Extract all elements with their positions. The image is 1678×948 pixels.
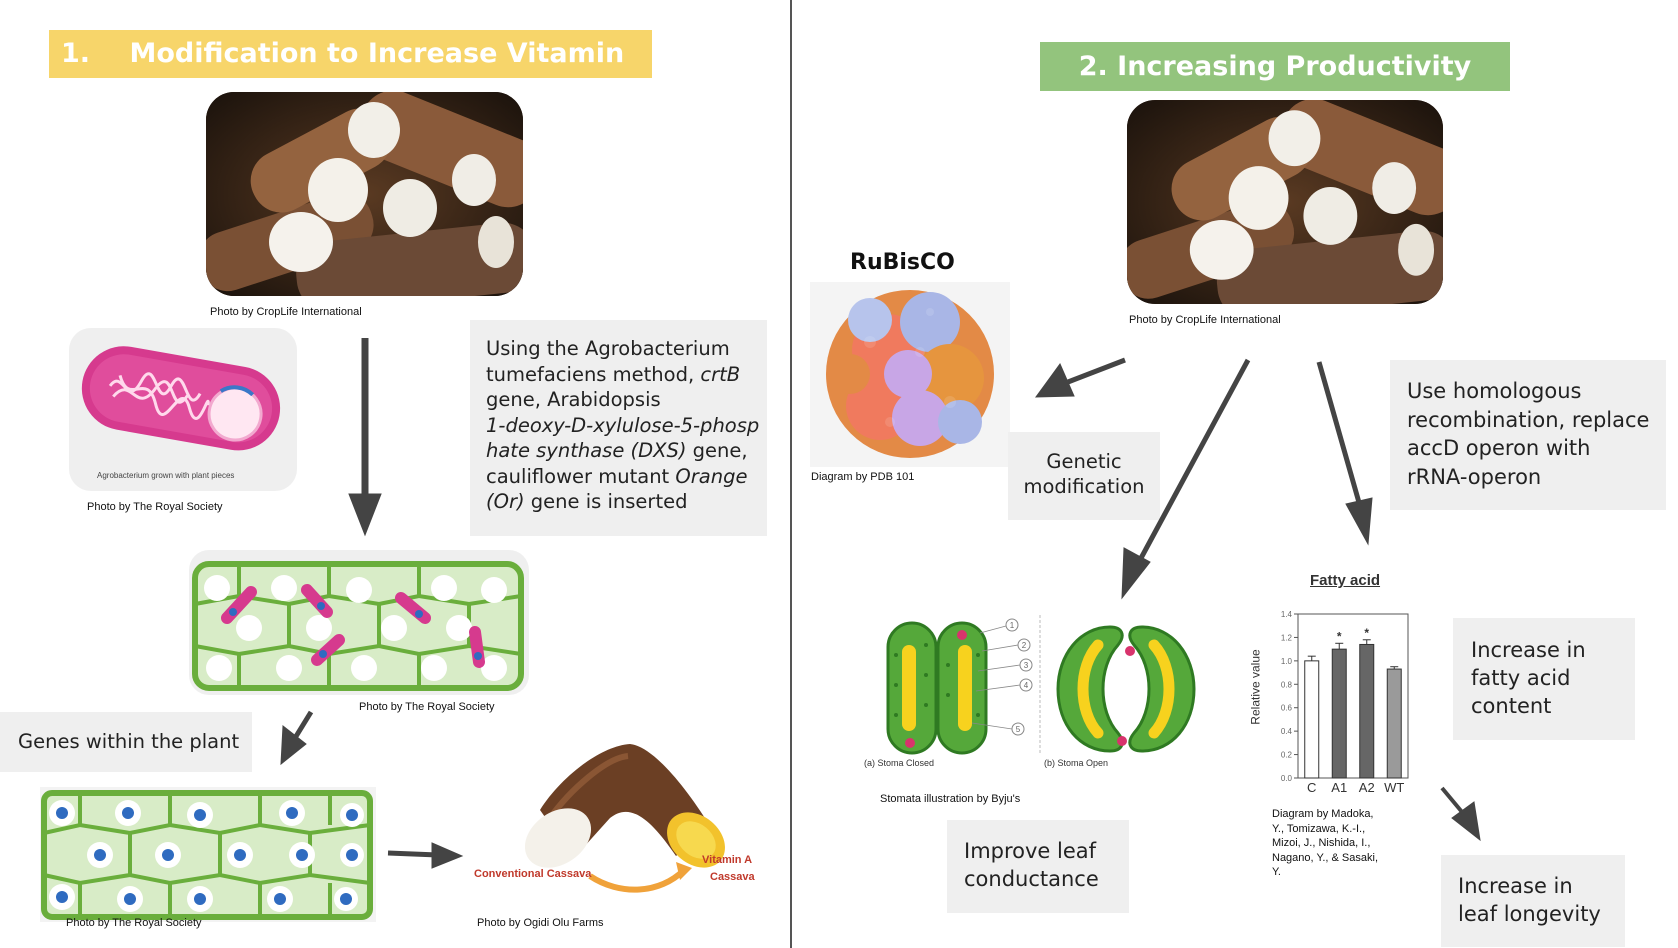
stomata-illustration: 1 2 3 4 5 (a) Stoma Closed (b) Stoma Ope… (860, 615, 1220, 775)
rubisco-caption: Diagram by PDB 101 (811, 471, 915, 483)
genes-within-plant-box: Genes within the plant (0, 712, 252, 772)
significance-mark-a2: * (1364, 626, 1369, 640)
x-tick-label-c: C (1307, 780, 1316, 795)
rubisco-title: RuBisCO (850, 250, 955, 275)
plant-cells-modified-caption: Photo by The Royal Society (66, 917, 202, 929)
panel-divider (790, 0, 792, 948)
vitamin-a-cassava-image: Conventional Cassava Vitamin A Cassava (470, 738, 780, 898)
method-line-6: cauliflower mutant Orange (486, 464, 748, 488)
x-tick-label-wt: WT (1384, 780, 1404, 795)
stomata-label-2: 2 (1022, 641, 1027, 650)
vitamin-a-cassava-label-2: Cassava (710, 871, 755, 883)
method-line-5: hate synthase (DXS) gene, (486, 439, 748, 462)
agrobacterium-image: Agrobacterium grown with plant pieces (69, 328, 297, 491)
x-tick-label-a1: A1 (1331, 780, 1347, 795)
y-tick-label: 0.2 (1281, 751, 1293, 760)
y-tick-label: 0.8 (1281, 680, 1293, 689)
y-tick-label: 1.4 (1281, 610, 1293, 619)
method-line-2: tumefaciens method, crtB (486, 362, 741, 386)
stomata-caption: Stomata illustration by Byju's (880, 793, 1021, 805)
increase-fatty-acid-box: Increase in fatty acid content (1453, 618, 1635, 740)
fatty-acid-chart: Fatty acid Relative value 0.0 0.2 0.4 0.6 0.… (1249, 570, 1420, 795)
stoma-open-label: (b) Stoma Open (1044, 758, 1109, 768)
y-tick-label: 1.0 (1281, 657, 1293, 666)
x-tick-label-a2: A2 (1359, 780, 1375, 795)
y-tick-label: 1.2 (1281, 633, 1293, 642)
rubisco-diagram (810, 282, 1010, 467)
y-tick-label: 0.0 (1281, 774, 1293, 783)
left-section-title: 1. Modification to Increase Vitamin A (49, 30, 652, 117)
chart-title: Fatty acid (1310, 572, 1381, 589)
left-title-number: 1. (61, 38, 91, 69)
improve-leaf-conductance-box: Improve leaf conductance (947, 820, 1129, 913)
insertion-method-box: Using the Agrobacterium tumefaciens meth… (470, 320, 767, 536)
left-arrows (280, 338, 464, 869)
stomata-label-3: 3 (1024, 661, 1029, 670)
method-line-7: (Or) gene is inserted (486, 490, 688, 513)
cassava-photo-right (1127, 100, 1443, 304)
method-line-3: gene, Arabidopsis (486, 388, 661, 411)
agrobacterium-caption: Photo by The Royal Society (87, 501, 223, 513)
chart-frame (1297, 613, 1409, 779)
bar-a1 (1331, 648, 1347, 779)
method-line-4: 1-deoxy-D-xylulose-5-phosp (486, 413, 760, 437)
plant-cells-modified-image (40, 787, 376, 922)
y-tick-label: 0.6 (1281, 704, 1293, 713)
right-section-title: 2. Increasing Productivity (1040, 42, 1510, 91)
plant-cells-infected-caption: Photo by The Royal Society (359, 701, 495, 713)
chart-caption: Diagram by Madoka, Y., Tomizawa, K.-I., … (1272, 808, 1378, 878)
left-title-text: Modification to Increase Vitamin A (61, 38, 625, 117)
vitamin-a-cassava-caption: Photo by Ogidi Olu Farms (477, 917, 604, 929)
vitamin-a-cassava-label-1: Vitamin A (702, 854, 753, 866)
agrobacterium-inner-label: Agrobacterium grown with plant pieces (97, 471, 235, 480)
stomata-label-1: 1 (1010, 621, 1015, 630)
cassava-photo-right-caption: Photo by CropLife International (1129, 314, 1281, 326)
bar-a2 (1359, 643, 1375, 779)
stomata-label-4: 4 (1024, 681, 1029, 690)
homologous-recombination-box: Use homologous recombination, replace ac… (1390, 360, 1666, 510)
significance-mark-a1: * (1337, 629, 1342, 643)
conventional-cassava-label: Conventional Cassava (474, 868, 592, 880)
plant-cells-infected-image (189, 550, 529, 695)
chart-plot: 0.0 0.2 0.4 0.6 0.8 1.0 1.2 1.4 C * A1 * A2 WT (1281, 610, 1409, 795)
cassava-photo-left-caption: Photo by CropLife International (210, 306, 362, 318)
cassava-photo-left (206, 92, 523, 296)
method-line-1: Using the Agrobacterium (486, 337, 730, 360)
genetic-modification-box: Genetic modification (1008, 432, 1160, 520)
stoma-closed-label: (a) Stoma Closed (864, 758, 935, 768)
y-tick-label: 0.4 (1281, 727, 1293, 736)
increase-leaf-longevity-box: Increase in leaf longevity (1441, 855, 1625, 947)
stomata-label-5: 5 (1016, 725, 1021, 734)
